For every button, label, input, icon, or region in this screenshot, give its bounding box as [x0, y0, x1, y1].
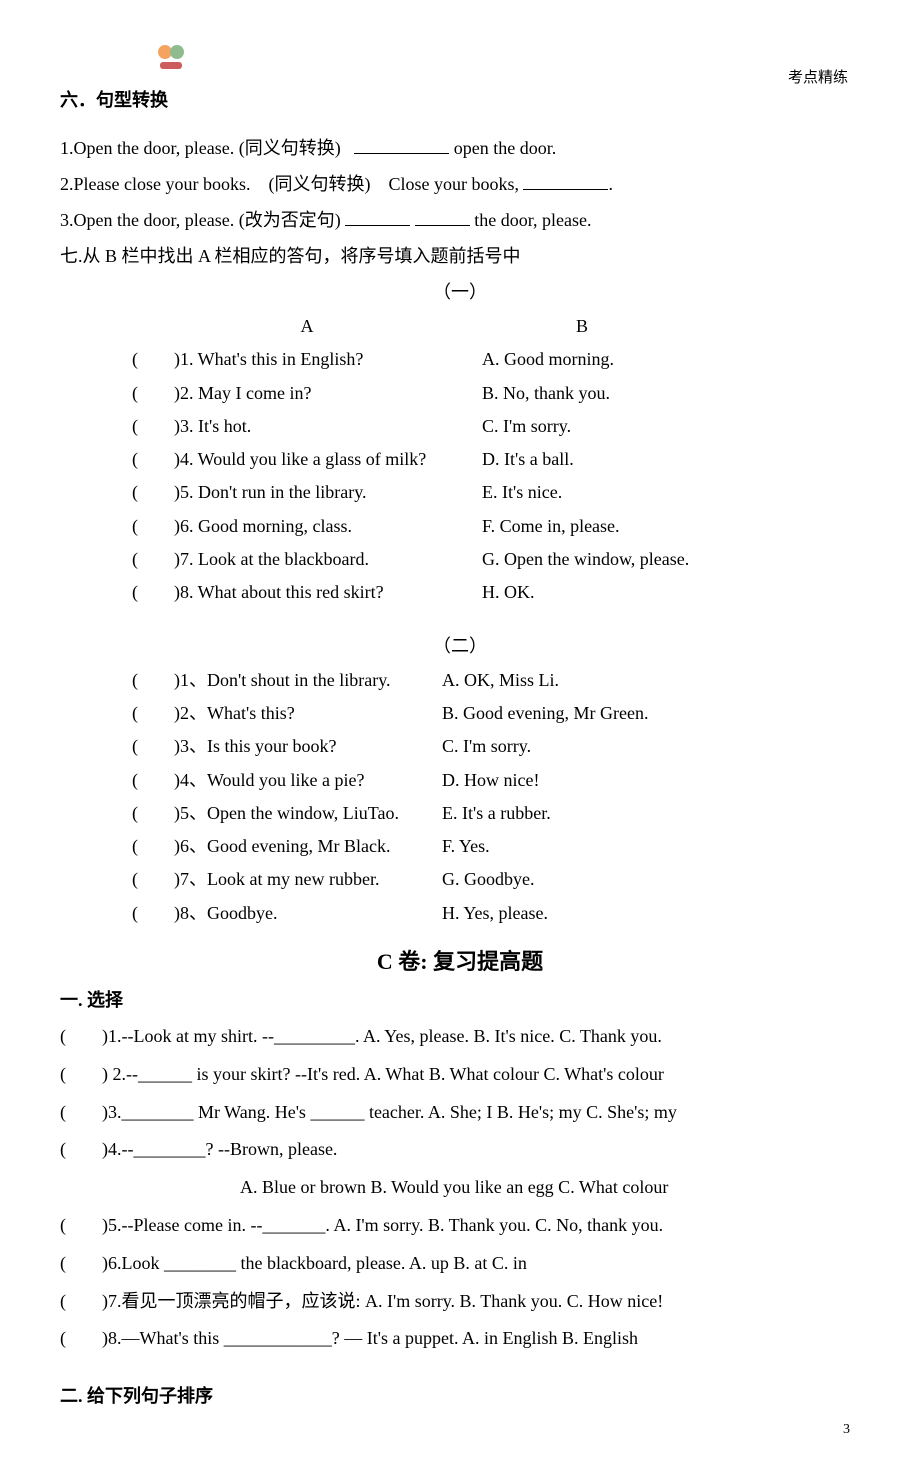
match-col-a: ( )1. What's this in English? [132, 343, 482, 376]
match-col-b: H. Yes, please. [442, 897, 860, 930]
c-q8: ( )8.—What's this ____________? — It's a… [60, 1320, 860, 1358]
s6-q2: 2.Please close your books. (同义句转换) Close… [60, 166, 860, 202]
c-q6-text: )6.Look ________ the blackboard, please.… [102, 1253, 527, 1273]
s6-q1-pre: 1.Open the door, please. (同义句转换) [60, 138, 341, 158]
c-q6: ( )6.Look ________ the blackboard, pleas… [60, 1245, 860, 1283]
c-q1-text: )1.--Look at my shirt. --_________. A. Y… [102, 1026, 662, 1046]
match-col-b: A. OK, Miss Li. [442, 664, 860, 697]
match-col-b: E. It's a rubber. [442, 797, 860, 830]
blank[interactable] [523, 171, 608, 190]
blank[interactable] [415, 207, 470, 226]
c-q3: ( )3.________ Mr Wang. He's ______ teach… [60, 1094, 860, 1132]
c-q2: ( ) 2.--______ is your skirt? --It's red… [60, 1056, 860, 1094]
col-a-label: A [132, 310, 482, 343]
match-col-b: B. No, thank you. [482, 377, 860, 410]
match-col-a: ( )7、Look at my new rubber. [132, 863, 442, 896]
matching-block-1: A B ( )1. What's this in English?A. Good… [132, 310, 860, 610]
match-row: ( )7. Look at the blackboard.G. Open the… [132, 543, 860, 576]
match-row: ( )3、Is this your book?C. I'm sorry. [132, 730, 860, 763]
header-label: 考点精练 [788, 66, 848, 87]
match-row: ( )3. It's hot. C. I'm sorry. [132, 410, 860, 443]
c-sec1-title: 一. 选择 [60, 986, 860, 1012]
c-q8-text: )8.—What's this ____________? — It's a p… [102, 1328, 638, 1348]
col-b-label: B [482, 310, 682, 343]
match-col-b: C. I'm sorry. [482, 410, 860, 443]
part2-label: （二） [60, 628, 860, 664]
s6-q2-pre: 2.Please close your books. (同义句转换) Close… [60, 174, 523, 194]
match-col-b: H. OK. [482, 576, 860, 609]
match-row: ( )2、What's this?B. Good evening, Mr Gre… [132, 697, 860, 730]
section-7-title: 七.从 B 栏中找出 A 栏相应的答句，将序号填入题前括号中 [60, 238, 860, 274]
c-q1: ( )1.--Look at my shirt. --_________. A.… [60, 1018, 860, 1056]
match-col-b: E. It's nice. [482, 476, 860, 509]
c-q4: ( )4.--________? --Brown, please. [60, 1131, 860, 1169]
match-row: ( )8、Goodbye.H. Yes, please. [132, 897, 860, 930]
match-row: ( )1、Don't shout in the library.A. OK, M… [132, 664, 860, 697]
section-c-title: C 卷: 复习提高题 [60, 944, 860, 976]
match-col-b: G. Goodbye. [442, 863, 860, 896]
match-col-a: ( )8、Goodbye. [132, 897, 442, 930]
s6-q3: 3.Open the door, please. (改为否定句) the doo… [60, 202, 860, 238]
matching-block-2: ( )1、Don't shout in the library.A. OK, M… [132, 664, 860, 930]
match-col-a: ( )5、Open the window, LiuTao. [132, 797, 442, 830]
match-row: ( )2. May I come in?B. No, thank you. [132, 377, 860, 410]
match-col-b: G. Open the window, please. [482, 543, 860, 576]
match-col-a: ( )6、Good evening, Mr Black. [132, 830, 442, 863]
blank[interactable] [354, 135, 449, 154]
s6-q2-post: . [608, 174, 613, 194]
match-row: ( )6. Good morning, class.F. Come in, pl… [132, 510, 860, 543]
s6-q1-post: open the door. [449, 138, 556, 158]
page-number: 3 [843, 1422, 850, 1438]
s6-q1: 1.Open the door, please. (同义句转换) open th… [60, 130, 860, 166]
c-q3-text: )3.________ Mr Wang. He's ______ teacher… [102, 1102, 677, 1122]
c-q7-text: )7.看见一顶漂亮的帽子，应该说: A. I'm sorry. B. Thank… [102, 1291, 663, 1311]
part1-label: （一） [60, 274, 860, 310]
match-col-b: F. Come in, please. [482, 510, 860, 543]
c-q2-text: ) 2.--______ is your skirt? --It's red. … [102, 1064, 664, 1084]
logo-image [154, 40, 188, 74]
match-col-a: ( )2. May I come in? [132, 377, 482, 410]
s6-q3-pre: 3.Open the door, please. (改为否定句) [60, 210, 345, 230]
match-row: ( )5、Open the window, LiuTao.E. It's a r… [132, 797, 860, 830]
ab-header: A B [132, 310, 860, 343]
c-q5-text: )5.--Please come in. --_______. A. I'm s… [102, 1215, 663, 1235]
match-col-b: D. How nice! [442, 764, 860, 797]
match-row: ( )5. Don't run in the library.E. It's n… [132, 476, 860, 509]
match-col-a: ( )5. Don't run in the library. [132, 476, 482, 509]
match-row: ( )4、Would you like a pie?D. How nice! [132, 764, 860, 797]
c-q5: ( )5.--Please come in. --_______. A. I'm… [60, 1207, 860, 1245]
match-row: ( )8. What about this red skirt?H. OK. [132, 576, 860, 609]
match-col-a: ( )6. Good morning, class. [132, 510, 482, 543]
c-q4-text: )4.--________? --Brown, please. [102, 1139, 337, 1159]
match-col-a: ( )8. What about this red skirt? [132, 576, 482, 609]
match-row: ( )6、Good evening, Mr Black.F. Yes. [132, 830, 860, 863]
match-col-a: ( )1、Don't shout in the library. [132, 664, 442, 697]
match-col-a: ( )4. Would you like a glass of milk? [132, 443, 482, 476]
match-col-a: ( )2、What's this? [132, 697, 442, 730]
match-row: ( )7、Look at my new rubber.G. Goodbye. [132, 863, 860, 896]
match-row: ( )4. Would you like a glass of milk?D. … [132, 443, 860, 476]
c-sec2-title: 二. 给下列句子排序 [60, 1382, 860, 1408]
section-6-title: 六．句型转换 [60, 86, 860, 112]
match-col-b: D. It's a ball. [482, 443, 860, 476]
match-row: ( )1. What's this in English?A. Good mor… [132, 343, 860, 376]
match-col-a: ( )3. It's hot. [132, 410, 482, 443]
match-col-a: ( )7. Look at the blackboard. [132, 543, 482, 576]
s6-q3-post: the door, please. [470, 210, 592, 230]
match-col-b: F. Yes. [442, 830, 860, 863]
match-col-b: A. Good morning. [482, 343, 860, 376]
match-col-a: ( )4、Would you like a pie? [132, 764, 442, 797]
match-col-a: ( )3、Is this your book? [132, 730, 442, 763]
blank[interactable] [345, 207, 410, 226]
match-col-b: B. Good evening, Mr Green. [442, 697, 860, 730]
c-q4-opts: A. Blue or brown B. Would you like an eg… [60, 1169, 860, 1207]
match-col-b: C. I'm sorry. [442, 730, 860, 763]
